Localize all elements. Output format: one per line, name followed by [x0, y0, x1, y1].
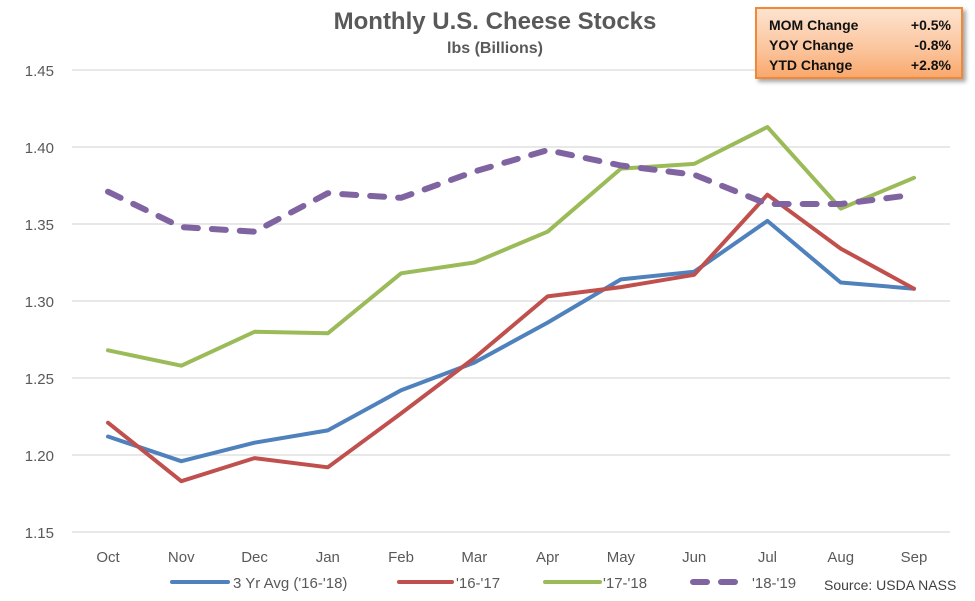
x-tick-label: Jun: [682, 549, 706, 566]
x-tick-label: Jan: [316, 549, 340, 566]
y-tick-label: 1.45: [25, 63, 54, 80]
y-tick-label: 1.30: [25, 294, 54, 311]
x-tick-label: May: [607, 549, 636, 566]
stat-label: YOY Change: [769, 37, 854, 53]
x-tick-label: Feb: [388, 549, 414, 566]
stat-row-ytd: YTD Change +2.8%: [769, 55, 951, 75]
stat-row-mom: MOM Change +0.5%: [769, 15, 951, 35]
chart-title: Monthly U.S. Cheese Stocks: [333, 8, 657, 35]
legend-label: '18-'19: [752, 575, 796, 592]
legend: 3 Yr Avg ('16-'18) '16-'17 '17-'18 '18-'19: [170, 575, 796, 592]
y-axis-ticks: 1.15 1.20 1.25 1.30 1.35 1.40 1.45: [25, 63, 54, 542]
y-tick-label: 1.25: [25, 371, 54, 388]
x-tick-label: Mar: [461, 549, 487, 566]
stat-value: +2.8%: [910, 57, 951, 73]
series-line-2: [106, 125, 916, 368]
change-stats-box: MOM Change +0.5% YOY Change -0.8% YTD Ch…: [755, 7, 963, 79]
y-tick-label: 1.40: [25, 140, 54, 157]
x-tick-label: Oct: [96, 549, 120, 566]
series-lines: [105, 125, 917, 484]
series-line-1: [106, 192, 916, 484]
y-tick-label: 1.20: [25, 448, 54, 465]
x-axis-ticks: Oct Nov Dec Jan Feb Mar Apr May Jun Jul Aug Sep: [96, 549, 927, 566]
stat-label: YTD Change: [769, 57, 853, 73]
legend-label: '16-'17: [456, 575, 500, 592]
legend-label: 3 Yr Avg ('16-'18): [233, 575, 347, 592]
stat-label: MOM Change: [769, 17, 859, 33]
x-tick-label: Jul: [758, 549, 777, 566]
stat-row-yoy: YOY Change -0.8%: [769, 35, 951, 55]
series-line-0: [106, 218, 916, 464]
y-tick-label: 1.35: [25, 217, 54, 234]
x-tick-label: Nov: [168, 549, 195, 566]
y-tick-label: 1.15: [25, 525, 54, 542]
x-tick-label: Dec: [241, 549, 268, 566]
legend-label: '17-'18: [603, 575, 647, 592]
stat-value: +0.5%: [910, 17, 951, 33]
source-note: Source: USDA NASS: [824, 577, 957, 593]
chart-subtitle: lbs (Billions): [447, 40, 543, 57]
series-line-3: [105, 147, 917, 235]
x-tick-label: Sep: [901, 549, 928, 566]
stat-value: -0.8%: [914, 37, 951, 53]
x-tick-label: Apr: [536, 549, 559, 566]
gridlines: [72, 69, 950, 533]
x-tick-label: Aug: [827, 549, 854, 566]
